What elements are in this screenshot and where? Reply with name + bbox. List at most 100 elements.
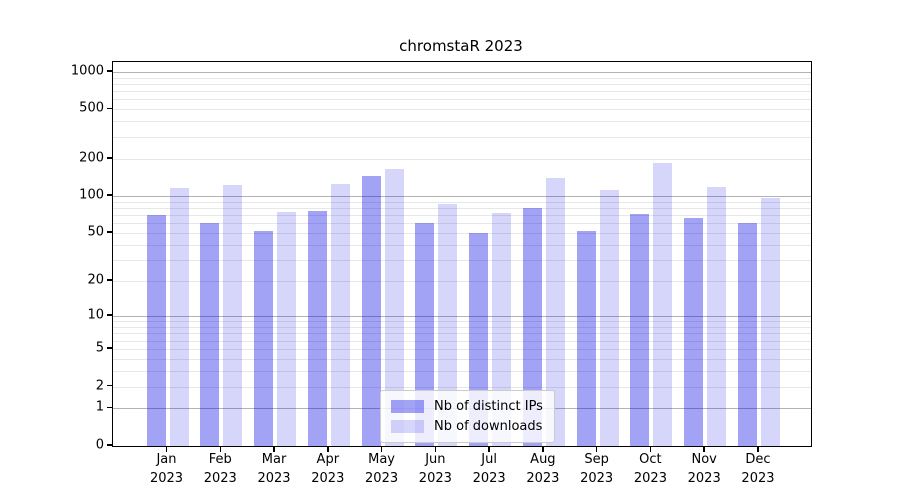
gridline-minor [113, 77, 811, 79]
y-tick-label: 200 [79, 150, 104, 166]
x-tick-month: Apr [316, 452, 340, 467]
y-tick-label: 50 [87, 224, 104, 240]
bar-distinct-ips [361, 176, 381, 446]
bar-distinct-ips [737, 222, 757, 446]
y-tick-label: 10 [87, 307, 104, 323]
bar-downloads [599, 190, 619, 446]
y-tick-label: 500 [79, 100, 104, 116]
x-tick-year: 2023 [203, 470, 237, 486]
y-tick-mark [107, 107, 112, 110]
x-tick-mark [165, 446, 168, 452]
y-tick-mark [107, 444, 112, 446]
x-tick-mark [488, 446, 490, 452]
y-tick-mark [107, 347, 112, 349]
x-tick-label: Mar 2023 [242, 451, 306, 489]
x-tick-mark [703, 446, 705, 452]
x-tick-month: Jun [425, 452, 446, 467]
gridline-minor [113, 333, 811, 335]
x-tick-month: Mar [261, 452, 287, 467]
gridline-minor [113, 215, 811, 217]
x-tick-month: Oct [639, 452, 662, 467]
y-tick-mark [107, 279, 112, 281]
y-tick-label: 2 [95, 378, 104, 393]
x-tick-label: May 2023 [350, 451, 414, 489]
x-tick-label: Jan 2023 [135, 451, 199, 489]
gridline-minor [113, 109, 811, 111]
x-tick-month: May [368, 452, 396, 467]
x-tick-year: 2023 [580, 470, 614, 486]
gridline-minor [113, 158, 811, 160]
bar-downloads [223, 184, 243, 446]
x-tick-mark [327, 446, 329, 452]
x-tick-mark [273, 446, 275, 452]
x-tick-month: Nov [691, 452, 717, 467]
chart-title: chromstaR 2023 [399, 37, 523, 55]
gridline-minor [113, 91, 811, 93]
bar-downloads [330, 183, 350, 446]
x-tick-label: Jun 2023 [403, 451, 467, 489]
gridline-minor [113, 370, 811, 372]
y-tick-mark [107, 406, 112, 409]
x-tick-mark [542, 446, 544, 452]
y-tick-mark [107, 231, 112, 233]
legend-item-downloads: Nb of downloads [391, 419, 543, 434]
x-tick-month: Feb [208, 452, 232, 467]
x-tick-year: 2023 [687, 470, 721, 486]
bar-distinct-ips [146, 215, 166, 446]
x-tick-year: 2023 [526, 470, 560, 486]
legend-swatch-downloads [391, 420, 424, 433]
bar-downloads [492, 212, 512, 446]
x-tick-label: Oct 2023 [618, 451, 682, 489]
gridline-minor [113, 121, 811, 123]
legend-swatch-distinct-ips [391, 400, 424, 413]
legend-label-downloads: Nb of downloads [434, 419, 543, 434]
y-tick-label: 20 [87, 272, 104, 288]
x-tick-mark [757, 446, 759, 452]
bar-distinct-ips [522, 208, 542, 446]
gridline-minor [113, 244, 811, 246]
x-tick-mark [434, 446, 437, 452]
gridline-minor [113, 327, 811, 328]
bar-distinct-ips [576, 231, 596, 446]
gridline-minor [113, 321, 811, 323]
legend-label-distinct-ips: Nb of distinct IPs [434, 399, 543, 414]
bar-distinct-ips [307, 210, 327, 446]
gridline-minor [113, 208, 811, 210]
x-tick-mark [380, 446, 383, 452]
gridline-minor [113, 136, 811, 138]
y-tick-mark [107, 157, 112, 159]
legend-item-distinct-ips: Nb of distinct IPs [391, 399, 543, 414]
gridline-minor [113, 233, 811, 235]
legend: Nb of distinct IPs Nb of downloads [380, 390, 555, 443]
plot-area: Nb of distinct IPs Nb of downloads [112, 61, 812, 447]
bar-downloads [384, 169, 404, 446]
y-tick-label: 5 [95, 340, 104, 356]
x-tick-label: Sep 2023 [565, 451, 629, 489]
x-tick-mark [649, 446, 652, 452]
x-tick-month: Jul [481, 452, 497, 467]
x-tick-month: Jan [156, 452, 177, 467]
x-tick-label: Aug 2023 [511, 451, 575, 489]
bar-downloads [545, 178, 565, 446]
gridline-major [113, 71, 811, 73]
x-tick-year: 2023 [633, 470, 667, 486]
gridline-minor [113, 99, 811, 101]
y-tick-mark [107, 384, 112, 387]
gridline-minor [113, 201, 811, 203]
bar-downloads [169, 187, 189, 446]
x-tick-month: Aug [530, 452, 556, 467]
gridline-minor [113, 348, 811, 350]
x-tick-label: Nov 2023 [672, 451, 736, 489]
gridline-minor [113, 223, 811, 225]
x-tick-month: Sep [584, 452, 609, 467]
bar-downloads [277, 212, 297, 446]
x-tick-label: Dec 2023 [726, 451, 790, 489]
bar-distinct-ips [254, 231, 274, 446]
y-tick-mark [107, 70, 112, 72]
x-tick-mark [595, 446, 598, 452]
x-tick-year: 2023 [365, 470, 399, 486]
x-tick-year: 2023 [418, 470, 452, 486]
gridline-minor [113, 358, 811, 360]
bar-downloads [760, 198, 780, 446]
